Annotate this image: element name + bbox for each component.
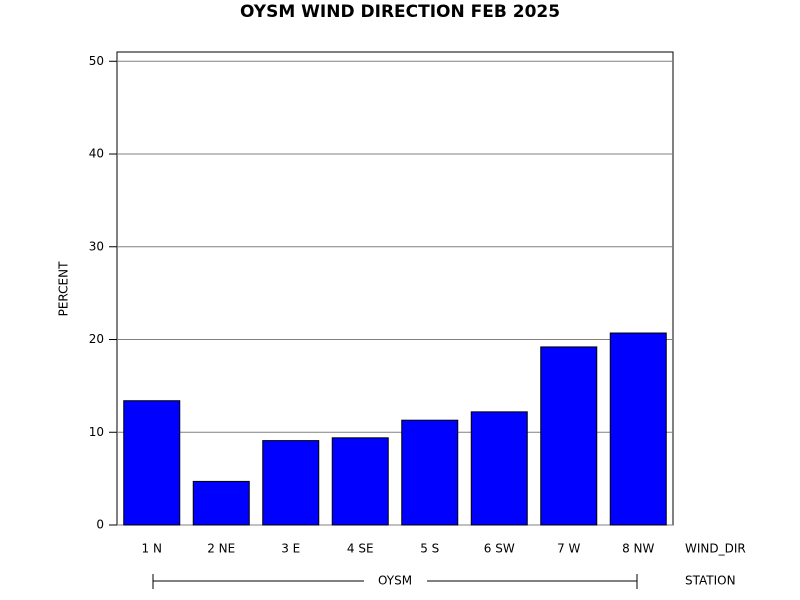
y-tick-label: 10: [89, 425, 104, 439]
x-axis-label: WIND_DIR: [685, 542, 746, 556]
x-tick-label: 5 S: [420, 542, 439, 556]
x-tick-label: 3 E: [281, 542, 300, 556]
x-tick-label: 6 SW: [484, 542, 515, 556]
y-axis-label: PERCENT: [57, 261, 71, 316]
bar: [331, 437, 389, 526]
bar: [609, 332, 667, 526]
chart-title: OYSM WIND DIRECTION FEB 2025: [240, 2, 560, 22]
bar: [192, 480, 250, 526]
x-tick-label: 4 SE: [347, 542, 374, 556]
x-tick-label: 8 NW: [622, 542, 654, 556]
x-tick-label: 2 NE: [207, 542, 235, 556]
x-tick-label: 1 N: [142, 542, 162, 556]
bar: [401, 419, 459, 526]
bar: [540, 346, 598, 526]
bar: [123, 400, 181, 526]
y-tick-label: 30: [89, 239, 104, 253]
y-tick-label: 50: [89, 54, 104, 68]
x-tick-label: 7 W: [557, 542, 580, 556]
y-tick-label: 40: [89, 147, 104, 161]
group-axis-label: STATION: [685, 574, 736, 588]
y-tick-label: 20: [89, 332, 104, 346]
bar: [470, 411, 528, 526]
bar: [262, 440, 320, 526]
y-tick-label: 0: [96, 518, 104, 532]
group-label: OYSM: [378, 574, 412, 588]
